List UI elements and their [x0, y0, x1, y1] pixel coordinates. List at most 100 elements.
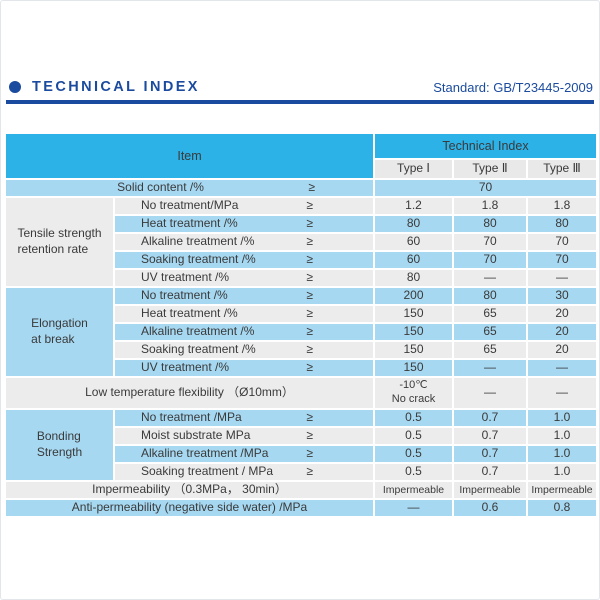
- value-cell: 65: [454, 324, 526, 340]
- value-cell: —: [454, 360, 526, 376]
- row-label-cell: No treatment /MPa ≥: [115, 410, 373, 426]
- row-label: Anti-permeability (negative side water) …: [71, 500, 308, 515]
- row-label-cell: No treatment /% ≥: [115, 288, 373, 304]
- value-cell: —: [528, 378, 596, 408]
- value-cell: 80: [375, 270, 452, 286]
- value-cell: 65: [454, 306, 526, 322]
- type-2-header-cell: Type Ⅱ: [454, 160, 526, 178]
- row-label: Solid content /%: [117, 180, 204, 195]
- row-label-cell: Soaking treatment / MPa ≥: [115, 464, 373, 480]
- row-label: Soaking treatment / MPa: [141, 464, 274, 479]
- header-rule: [6, 100, 594, 104]
- row-label-cell: Moist substrate MPa ≥: [115, 428, 373, 444]
- value-cell: 70: [528, 252, 596, 268]
- group-cell: Bonding Strength: [6, 410, 113, 480]
- row-label-cell: No treatment/MPa ≥: [115, 198, 373, 214]
- row-label: Moist substrate MPa: [141, 428, 251, 443]
- value-cell: 150: [375, 360, 452, 376]
- row-label-cell: Anti-permeability (negative side water) …: [6, 500, 373, 516]
- row-label-cell: Impermeability （0.3MPa， 30min）: [6, 482, 373, 498]
- value-cell: 1.8: [528, 198, 596, 214]
- geq-symbol: ≥: [306, 324, 313, 339]
- geq-symbol: ≥: [306, 270, 313, 285]
- value-cell: Impermeable: [528, 482, 596, 498]
- geq-symbol: ≥: [306, 464, 313, 479]
- row-label-cell: Heat treatment /% ≥: [115, 306, 373, 322]
- geq-symbol: ≥: [306, 234, 313, 249]
- value-cell: 0.6: [454, 500, 526, 516]
- row-label: Low temperature flexibility （Ø10mm）: [85, 385, 294, 400]
- value-cell: 80: [528, 216, 596, 232]
- value-cell: —: [454, 270, 526, 286]
- value-cell: —: [528, 270, 596, 286]
- value-cell: 70: [528, 234, 596, 250]
- value-cell: 20: [528, 324, 596, 340]
- row-label-cell: Solid content /% ≥: [6, 180, 373, 196]
- value-cell: 70: [454, 234, 526, 250]
- value-cell: 1.0: [528, 464, 596, 480]
- row-label-cell: UV treatment /% ≥: [115, 270, 373, 286]
- item-header-cell: Item: [6, 134, 373, 178]
- page-header: TECHNICAL INDEX Standard: GB/T23445-2009: [9, 79, 593, 95]
- value-cell: 150: [375, 306, 452, 322]
- geq-symbol: ≥: [306, 446, 313, 461]
- value-cell: 65: [454, 342, 526, 358]
- value-cell: 60: [375, 234, 452, 250]
- value-cell: Impermeable: [375, 482, 452, 498]
- group-cell: Elongation at break: [6, 288, 113, 376]
- geq-symbol: ≥: [306, 252, 313, 267]
- geq-symbol: ≥: [306, 198, 313, 213]
- value-cell: —: [375, 500, 452, 516]
- value-cell: 1.0: [528, 428, 596, 444]
- geq-symbol: ≥: [306, 360, 313, 375]
- row-label-cell: Soaking treatment /% ≥: [115, 252, 373, 268]
- geq-symbol: ≥: [306, 288, 313, 303]
- value-cell: 0.5: [375, 446, 452, 462]
- value-cell: Impermeable: [454, 482, 526, 498]
- row-label: UV treatment /%: [141, 360, 230, 375]
- value-cell: 0.5: [375, 428, 452, 444]
- value-cell: 0.7: [454, 464, 526, 480]
- page-title: TECHNICAL INDEX: [32, 79, 200, 95]
- row-label-cell: UV treatment /% ≥: [115, 360, 373, 376]
- value-cell: —: [454, 378, 526, 408]
- technical-index-header-cell: Technical Index: [375, 134, 596, 158]
- value-cell: 70: [454, 252, 526, 268]
- row-label: UV treatment /%: [141, 270, 230, 285]
- value-cell: 1.2: [375, 198, 452, 214]
- value-cell: 80: [375, 216, 452, 232]
- type-1-header-cell: Type Ⅰ: [375, 160, 452, 178]
- value-cell: 1.0: [528, 410, 596, 426]
- value-cell: 30: [528, 288, 596, 304]
- value-cell: 1.8: [454, 198, 526, 214]
- technical-index-table: Item Technical Index Type Ⅰ Type Ⅱ Type …: [6, 134, 596, 516]
- geq-symbol: ≥: [306, 306, 313, 321]
- value-cell: 0.5: [375, 410, 452, 426]
- row-label-cell: Low temperature flexibility （Ø10mm）: [6, 378, 373, 408]
- value-cell: 0.5: [375, 464, 452, 480]
- row-label: Alkaline treatment /%: [141, 234, 255, 249]
- value-cell: 1.0: [528, 446, 596, 462]
- standard-label: Standard: GB/T23445-2009: [433, 79, 593, 95]
- row-label: Soaking treatment /%: [141, 252, 256, 267]
- value-cell: 80: [454, 288, 526, 304]
- value-cell: 0.7: [454, 446, 526, 462]
- row-label: Alkaline treatment /%: [141, 324, 255, 339]
- value-cell: 20: [528, 342, 596, 358]
- row-label-cell: Heat treatment /% ≥: [115, 216, 373, 232]
- bullet-icon: [9, 81, 21, 93]
- value-cell: 60: [375, 252, 452, 268]
- row-label-cell: Soaking treatment /% ≥: [115, 342, 373, 358]
- geq-symbol: ≥: [308, 180, 315, 195]
- row-label: No treatment /MPa: [141, 410, 242, 425]
- value-cell: 20: [528, 306, 596, 322]
- value-cell: -10℃ No crack: [375, 378, 452, 408]
- value-cell: 80: [454, 216, 526, 232]
- value-cell: 150: [375, 342, 452, 358]
- row-label-cell: Alkaline treatment /% ≥: [115, 234, 373, 250]
- value-cell: 0.7: [454, 410, 526, 426]
- row-label: No treatment/MPa: [141, 198, 239, 213]
- geq-symbol: ≥: [306, 342, 313, 357]
- geq-symbol: ≥: [306, 216, 313, 231]
